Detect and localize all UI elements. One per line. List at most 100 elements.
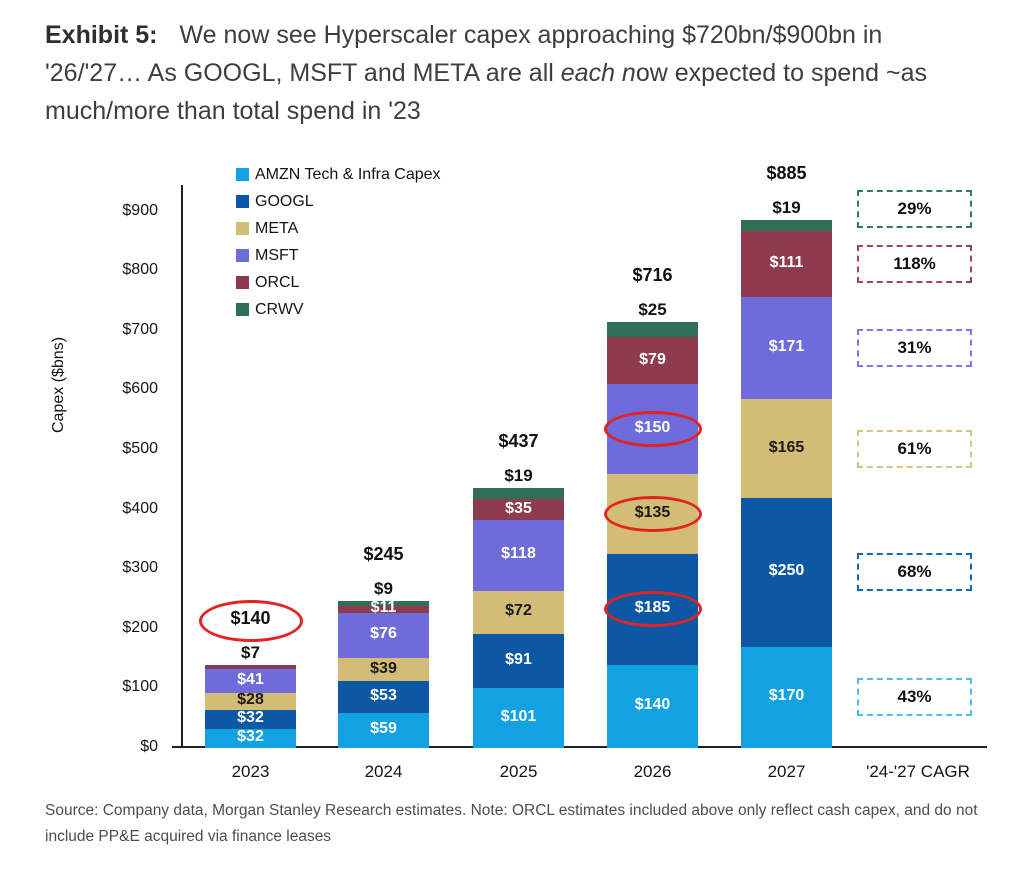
segment-value-label: $170 xyxy=(768,687,805,705)
cagr-box-meta: 61% xyxy=(857,429,972,468)
above-bar-value-label: $19 xyxy=(772,197,801,217)
bar-segment-crwv xyxy=(607,322,698,338)
bar-segment-amzn xyxy=(741,646,832,748)
bar-2027: $170 $250 $165 $171 $111 $19 $885 xyxy=(741,163,832,748)
legend-item: AMZN Tech & Infra Capex xyxy=(236,161,441,188)
x-axis-label-cagr: '24-'27 CAGR xyxy=(866,762,970,781)
bar-segment-meta xyxy=(607,473,698,555)
legend-swatch-crwv xyxy=(236,303,249,316)
y-tick-label: $500 xyxy=(122,440,158,457)
bar-segment-orcl xyxy=(205,664,296,669)
bar-2025: $101 $91 $72 $118 $35 $19 $437 xyxy=(473,431,564,748)
segment-value-label: $39 xyxy=(370,659,397,677)
legend-item: META xyxy=(236,215,441,242)
bar-total-label: $245 xyxy=(363,543,404,564)
legend-item: GOOGL xyxy=(236,188,441,215)
y-tick-label: $600 xyxy=(122,380,158,398)
bar-segment-googl xyxy=(473,633,564,688)
x-axis-line xyxy=(172,746,987,748)
legend-swatch-googl xyxy=(236,195,249,208)
bar-segment-googl xyxy=(205,709,296,729)
segment-value-label: $250 xyxy=(768,562,805,580)
segment-value-label: $171 xyxy=(768,338,805,356)
bar-segment-crwv xyxy=(741,219,832,232)
title-text: We now see Hyperscaler capex approaching… xyxy=(45,21,883,87)
x-axis-label-2027: 2027 xyxy=(767,762,806,781)
above-bar-value-label: $25 xyxy=(638,300,667,320)
segment-value-label: $118 xyxy=(501,545,536,563)
segment-value-label: $76 xyxy=(370,625,397,643)
segment-value-label: $35 xyxy=(505,499,532,517)
bar-segment-crwv xyxy=(338,600,429,607)
x-axis-label-2023: 2023 xyxy=(231,762,270,781)
bar-segment-orcl xyxy=(473,499,564,521)
legend-item: ORCL xyxy=(236,269,441,296)
exhibit-title: Exhibit 5: We now see Hyperscaler capex a… xyxy=(45,16,953,130)
bar-segment-orcl xyxy=(338,606,429,613)
cagr-box-googl: 68% xyxy=(857,553,972,592)
segment-value-label: $41 xyxy=(237,670,264,688)
bar-total-label: $885 xyxy=(766,162,807,183)
legend-label: GOOGL xyxy=(255,192,314,210)
bar-segment-meta xyxy=(205,693,296,710)
cagr-box-orcl: 118% xyxy=(857,245,972,284)
segment-value-label: $135 xyxy=(634,504,671,522)
exhibit-label: Exhibit 5: xyxy=(45,21,158,49)
y-tick-label: $0 xyxy=(140,738,158,755)
bar-segment-orcl xyxy=(741,231,832,298)
bar-total-label: $140 xyxy=(230,607,271,628)
cagr-box-msft: 31% xyxy=(857,329,972,368)
bar-segment-amzn xyxy=(473,687,564,748)
segment-value-label: $59 xyxy=(370,720,397,738)
source-note: Source: Company data, Morgan Stanley Res… xyxy=(45,802,978,845)
y-tick-label: $900 xyxy=(122,201,158,219)
bar-segment-msft xyxy=(473,520,564,591)
bar-segment-amzn xyxy=(338,712,429,748)
legend-swatch-msft xyxy=(236,249,249,262)
bar-segment-msft xyxy=(607,384,698,474)
y-tick-label: $300 xyxy=(122,559,158,577)
segment-value-label: $72 xyxy=(505,602,532,620)
y-tick-label: $400 xyxy=(122,499,158,517)
bar-segment-googl xyxy=(741,497,832,647)
y-tick-label: $800 xyxy=(122,261,158,279)
bar-segment-orcl xyxy=(607,337,698,385)
legend-item: CRWV xyxy=(236,296,441,323)
legend-item: MSFT xyxy=(236,242,441,269)
bar-2026: $140 $185 $135 $150 $79 $25 $716 xyxy=(603,265,702,748)
legend-swatch-orcl xyxy=(236,276,249,289)
segment-value-label: $150 xyxy=(634,419,671,437)
segment-value-label: $91 xyxy=(505,650,532,668)
y-axis-line xyxy=(181,185,183,748)
title-text-italic: each n xyxy=(560,59,636,87)
legend-label: META xyxy=(255,219,299,237)
bar-segment-amzn xyxy=(607,664,698,748)
legend-swatch-amzn xyxy=(236,168,249,181)
above-bar-value-label: $19 xyxy=(504,466,533,486)
bar-segment-meta xyxy=(473,590,564,634)
title-text-end: ow expected to spend ~as much/more than … xyxy=(45,59,928,125)
above-bar-value-label: $7 xyxy=(241,642,260,662)
segment-value-label: $11 xyxy=(370,599,397,617)
cagr-box-amzn: 43% xyxy=(857,678,972,717)
segment-value-label: $185 xyxy=(634,599,671,617)
bar-total-label: $437 xyxy=(498,431,539,452)
bar-segment-googl xyxy=(338,681,429,713)
y-tick-label: $200 xyxy=(122,618,158,636)
bar-segment-meta xyxy=(741,399,832,498)
chart-legend: AMZN Tech & Infra Capex GOOGL META MSFT ORCL… xyxy=(236,161,441,323)
bar-segment-msft xyxy=(741,297,832,400)
y-axis-title: Capex ($bns) xyxy=(50,336,67,434)
bar-segment-amzn xyxy=(205,728,296,748)
bar-total-label: $716 xyxy=(632,265,673,286)
legend-label: ORCL xyxy=(255,273,300,291)
bar-segment-googl xyxy=(607,554,698,665)
legend-label: CRWV xyxy=(255,300,304,318)
y-tick-label: $100 xyxy=(122,678,158,696)
bar-2023: $32 $32 $28 $41 $7 $140 xyxy=(198,599,303,748)
segment-value-label: $165 xyxy=(768,438,805,456)
legend-label: AMZN Tech & Infra Capex xyxy=(255,165,441,183)
x-axis-label-2026: 2026 xyxy=(633,762,672,781)
segment-value-label: $140 xyxy=(634,696,671,714)
